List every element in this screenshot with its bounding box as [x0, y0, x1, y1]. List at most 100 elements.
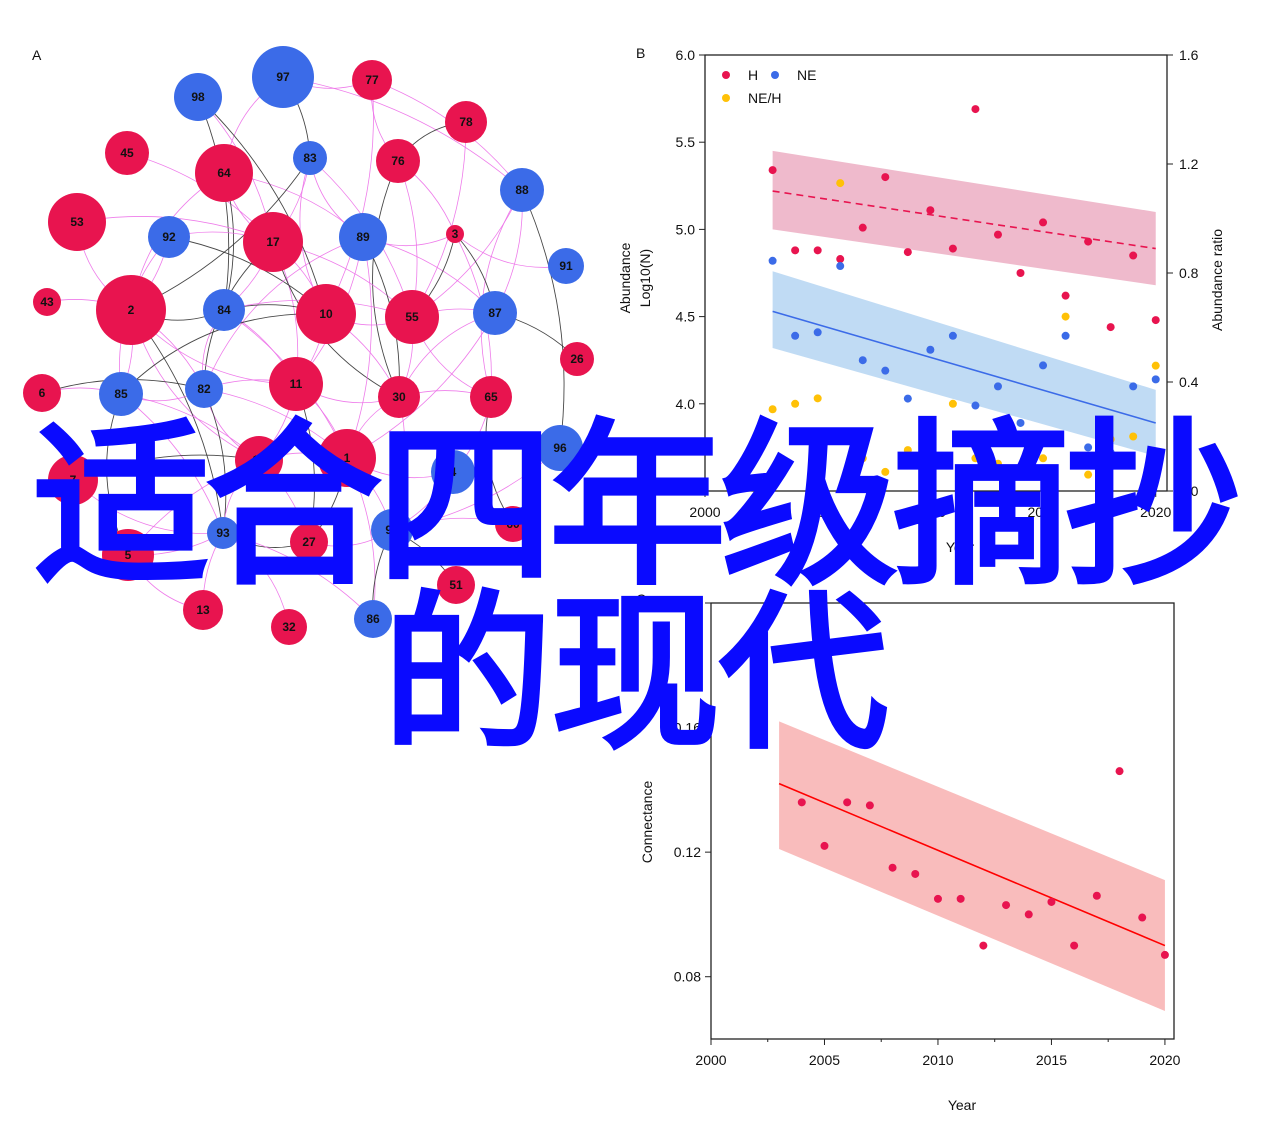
x-tick-label: 2010 — [915, 504, 946, 520]
data-point — [971, 454, 980, 463]
data-point — [926, 206, 935, 215]
network-node-circle — [243, 212, 303, 272]
network-node-circle — [339, 213, 387, 261]
data-point — [865, 801, 874, 810]
network-node-11: 11 — [269, 357, 323, 411]
legend-marker — [722, 71, 730, 79]
network-node-circle — [195, 144, 253, 202]
data-point — [971, 105, 980, 114]
network-node-17: 17 — [243, 212, 303, 272]
network-node-label: 84 — [217, 303, 231, 317]
trend-lines — [772, 190, 1156, 424]
network-node-label: 2 — [128, 303, 135, 317]
network-node-label: 97 — [276, 70, 290, 84]
data-point — [1151, 375, 1160, 384]
data-points — [797, 767, 1169, 959]
x-axis-title: Year — [946, 539, 975, 555]
y2-axis-title: Abundance ratio — [1209, 229, 1225, 331]
network-node-circle — [96, 275, 166, 345]
network-node-label: 55 — [405, 310, 419, 324]
network-node-2: 2 — [96, 275, 166, 345]
network-node-92: 92 — [148, 216, 190, 258]
plot-frame — [710, 602, 1175, 1040]
y-tick-label: 0.16 — [674, 720, 701, 736]
data-point — [948, 331, 957, 340]
network-edge — [197, 96, 327, 315]
data-point — [1106, 448, 1115, 457]
network-node-label: 98 — [191, 90, 205, 104]
data-point — [948, 399, 957, 408]
data-point — [1129, 432, 1138, 441]
network-node-30: 30 — [378, 376, 420, 418]
network-node-55: 55 — [385, 290, 439, 344]
data-point — [1047, 897, 1056, 906]
legend: H NE NE/H — [722, 67, 816, 106]
network-node-circle — [437, 566, 475, 604]
legend-label: NE/H — [748, 90, 781, 106]
data-point — [1039, 361, 1048, 370]
y-tick-label: 0.12 — [674, 844, 701, 860]
y-tick-label: 0.20 — [674, 595, 701, 611]
network-node-circle — [148, 216, 190, 258]
network-node-label: 11 — [290, 377, 303, 391]
network-edge — [325, 79, 374, 315]
network-node-circle — [560, 342, 594, 376]
network-node-circle — [352, 60, 392, 100]
data-point — [1092, 891, 1101, 900]
y-tick-label: 0.08 — [674, 969, 701, 985]
data-point — [926, 446, 935, 455]
data-point — [971, 401, 980, 410]
data-point — [1061, 291, 1070, 300]
x-tick-label: 2015 — [1027, 504, 1058, 520]
network-node-circle — [48, 193, 106, 251]
network-node-label: 43 — [40, 295, 54, 309]
network-node-90: 90 — [371, 509, 413, 551]
y2-tick-label: 0.4 — [1179, 374, 1199, 390]
network-node-circle — [376, 139, 420, 183]
data-point — [881, 173, 890, 182]
network-node-64: 64 — [195, 144, 253, 202]
network-node-circle — [445, 101, 487, 143]
trend-line — [778, 782, 1166, 947]
network-node-label: 30 — [392, 390, 406, 404]
network-edge — [130, 309, 224, 534]
network-node-label: 77 — [365, 73, 379, 87]
data-point — [768, 166, 777, 175]
network-node-circle — [203, 289, 245, 331]
network-node-label: 93 — [216, 526, 230, 540]
data-point — [1039, 454, 1048, 463]
data-point — [797, 798, 806, 807]
network-node-label: 92 — [162, 230, 176, 244]
network-node-circle — [495, 506, 531, 542]
network-edge — [120, 393, 224, 534]
data-point — [903, 248, 912, 257]
network-edge — [282, 76, 523, 191]
data-point — [993, 459, 1002, 468]
legend-marker — [722, 94, 730, 102]
network-node-88: 88 — [500, 168, 544, 212]
network-node-circle — [33, 288, 61, 316]
network-node-27: 27 — [290, 523, 328, 561]
confidence-bands — [772, 150, 1156, 457]
network-node-65: 65 — [470, 376, 512, 418]
network-node-circle — [318, 429, 376, 487]
connectance-chart: C 2000 2005 2010 2015 2020 0.08 0.12 0.16 0.20 Y… — [636, 591, 1181, 1113]
y-axis-title: Connectance — [639, 781, 655, 864]
network-node-circle — [473, 291, 517, 335]
network-node-6: 6 — [23, 374, 61, 412]
data-point — [979, 941, 988, 950]
network-edge — [346, 236, 372, 459]
data-point — [768, 256, 777, 265]
legend-marker — [771, 71, 779, 79]
network-node-89: 89 — [339, 213, 387, 261]
data-point — [1061, 331, 1070, 340]
network-node-86: 86 — [354, 600, 392, 638]
network-node-60: 60 — [495, 506, 531, 542]
network-node-77: 77 — [352, 60, 392, 100]
network-node-label: 32 — [282, 620, 296, 634]
network-node-label: 96 — [553, 441, 567, 455]
x-axis-title: Year — [948, 1097, 977, 1113]
data-point — [1106, 323, 1115, 332]
network-node-circle — [378, 376, 420, 418]
